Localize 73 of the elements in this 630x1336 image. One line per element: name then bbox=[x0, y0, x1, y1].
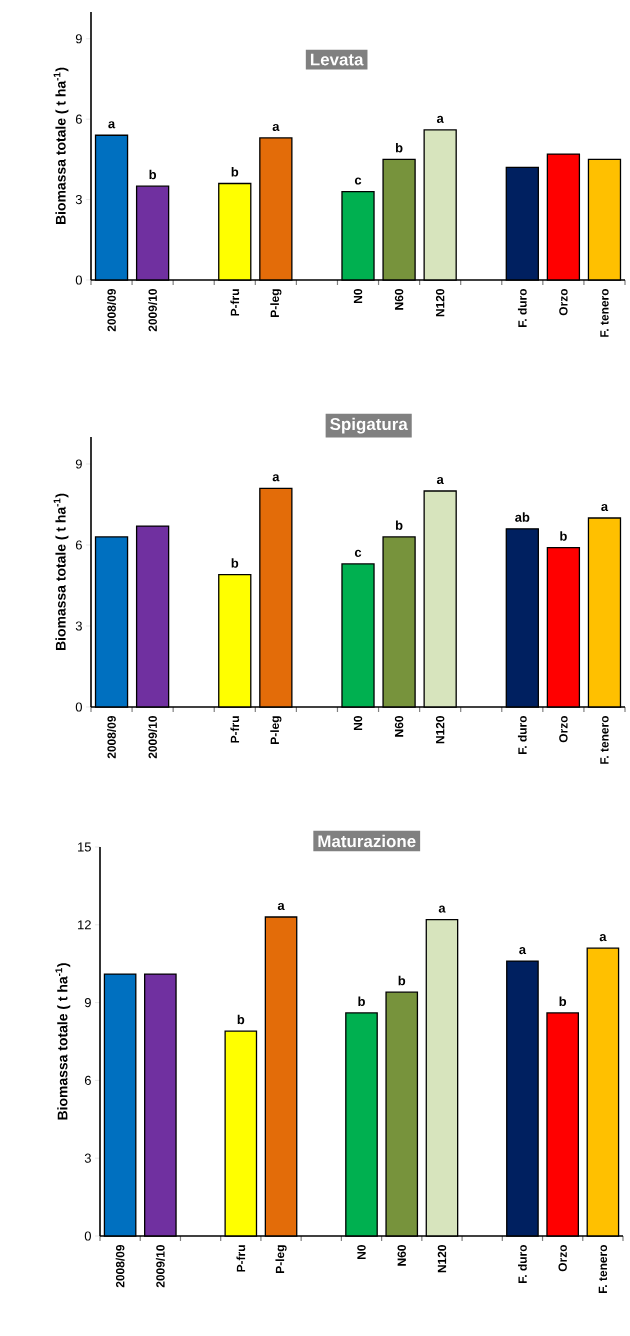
data-label: a bbox=[108, 121, 116, 129]
data-label: ab bbox=[515, 512, 530, 522]
data-label: b bbox=[231, 558, 239, 568]
chart-title: Maturazione bbox=[318, 834, 416, 848]
x-tick-label: Orzo bbox=[559, 715, 568, 743]
x-tick-label: 2009/10 bbox=[155, 1245, 165, 1288]
y-tick-label: 0 bbox=[84, 1231, 91, 1241]
y-tick-label: 6 bbox=[84, 1075, 91, 1085]
y-tick-label: 12 bbox=[78, 920, 91, 930]
x-tick-label: F. tenero bbox=[600, 288, 609, 337]
data-label: b bbox=[231, 167, 239, 177]
data-label: a bbox=[519, 947, 527, 955]
data-label: a bbox=[272, 123, 280, 131]
x-tick-label: N120 bbox=[437, 1245, 447, 1273]
data-label: b bbox=[358, 996, 365, 1006]
y-tick-label: 15 bbox=[78, 842, 91, 852]
data-label: b bbox=[398, 975, 406, 986]
text: Levata bbox=[310, 53, 364, 66]
y-axis-title: Biomassa totale ( t ha$^{-1}$) bbox=[53, 67, 69, 225]
x-tick-label: F. tenero bbox=[598, 1245, 608, 1293]
data-label: b bbox=[560, 531, 567, 541]
x-tick-label: 2009/10 bbox=[148, 716, 158, 759]
data-label: c bbox=[354, 549, 362, 557]
data-label: a bbox=[277, 902, 285, 911]
data-label: a bbox=[599, 934, 607, 942]
data-label: b bbox=[395, 520, 403, 530]
x-tick-label: 2008/09 bbox=[107, 715, 116, 759]
x-tick-label: N0 bbox=[357, 1245, 366, 1260]
x-tick-label: N0 bbox=[353, 289, 363, 303]
x-tick-label: 2009/10 bbox=[148, 289, 158, 332]
data-label: a bbox=[601, 503, 609, 512]
x-tick-label: 2008/09 bbox=[107, 288, 116, 332]
x-tick-label: P-leg bbox=[275, 1245, 287, 1273]
y-tick-label: 3 bbox=[75, 621, 82, 631]
y-tick-label: 6 bbox=[75, 114, 82, 124]
y-tick-label: 0 bbox=[75, 702, 82, 712]
y-tick-label: 9 bbox=[84, 998, 91, 1008]
x-tick-label: N60 bbox=[394, 289, 404, 310]
x-tick-label: Orzo bbox=[559, 288, 568, 316]
x-tick-label: P-fru bbox=[236, 1245, 246, 1272]
y-tick-label: 6 bbox=[75, 540, 82, 550]
data-label: b bbox=[395, 142, 403, 153]
x-tick-label: P-leg bbox=[270, 289, 282, 317]
data-label: b bbox=[237, 1014, 245, 1025]
x-tick-label: P-leg bbox=[270, 716, 282, 744]
x-tick-label: N60 bbox=[397, 1245, 406, 1266]
x-tick-label: N60 bbox=[394, 716, 404, 737]
data-label: a bbox=[272, 474, 280, 482]
y-tick-label: 9 bbox=[75, 34, 82, 44]
x-tick-label: N0 bbox=[353, 716, 363, 730]
x-tick-label: F. duro bbox=[517, 715, 527, 754]
x-tick-label: 2008/09 bbox=[115, 1244, 125, 1288]
y-tick-label: 9 bbox=[75, 459, 82, 469]
x-tick-label: F. duro bbox=[518, 1245, 527, 1283]
data-label: a bbox=[438, 905, 446, 913]
data-label: b bbox=[149, 169, 157, 180]
x-tick-label: N120 bbox=[435, 716, 445, 744]
y-axis-title: Biomassa totale ( t ha$^{-1}$) bbox=[55, 963, 71, 1120]
x-tick-label: P-fru bbox=[230, 289, 240, 316]
x-tick-label: Orzo bbox=[558, 1244, 567, 1272]
x-tick-label: F. tenero bbox=[600, 715, 609, 764]
data-label: a bbox=[436, 115, 444, 123]
y-tick-label: 3 bbox=[84, 1153, 91, 1163]
chart-title: Spigatura bbox=[330, 417, 408, 434]
data-label: b bbox=[559, 996, 567, 1006]
x-tick-label: F. duro bbox=[517, 288, 527, 327]
x-tick-label: N120 bbox=[435, 289, 445, 317]
y-tick-label: 3 bbox=[75, 195, 82, 205]
y-tick-label: 0 bbox=[75, 275, 82, 285]
data-label: c bbox=[354, 177, 362, 185]
y-axis-title: Biomassa totale ( t ha$^{-1}$) bbox=[53, 493, 69, 651]
data-label: a bbox=[436, 476, 444, 485]
x-tick-label: P-fru bbox=[230, 716, 240, 743]
